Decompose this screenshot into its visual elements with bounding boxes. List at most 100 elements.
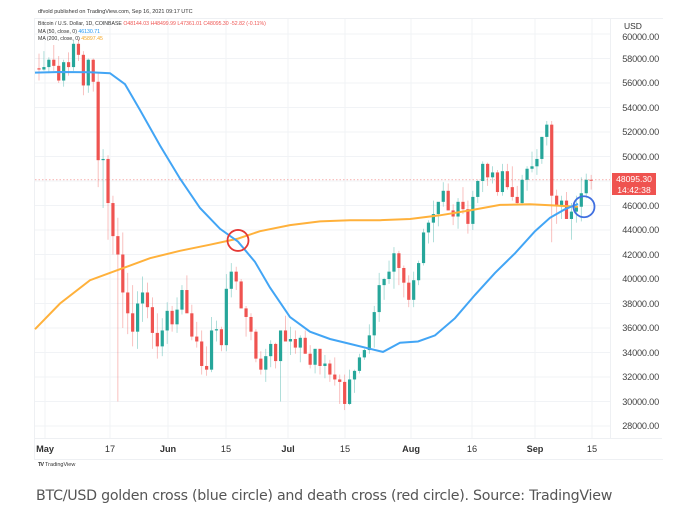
candle-body — [343, 381, 347, 404]
candle-body — [101, 158, 105, 161]
candle-body — [397, 253, 401, 268]
candle-body — [328, 363, 332, 375]
candle-body — [352, 370, 357, 380]
ohlc-low: L47361.01 — [177, 21, 202, 27]
figure-caption: BTC/USD golden cross (blue circle) and d… — [36, 488, 613, 504]
candle-body — [569, 211, 574, 219]
candle-body — [584, 179, 588, 194]
candle-body — [81, 54, 85, 86]
chart-frame — [34, 18, 663, 460]
time-tick-label: Aug — [402, 444, 420, 454]
price-tick-label: 60000.00 — [622, 32, 659, 42]
price-tick-label: 36000.00 — [622, 323, 659, 333]
time-axis[interactable]: May 17 Jun 15 Jul 15 Aug 16 Sep 15 — [34, 438, 662, 459]
ohlc-close: C48095.30 — [203, 21, 229, 27]
price-tick-label: 34000.00 — [622, 347, 659, 358]
time-tick-label: 15 — [339, 444, 351, 454]
time-tick-label: Jun — [159, 444, 177, 454]
candle-body — [185, 290, 189, 314]
time-tick-label: 16 — [466, 444, 478, 454]
price-tick-label: 58000.00 — [622, 53, 659, 64]
ma200-label: MA (200, close, 0) — [38, 36, 80, 43]
tradingview-logo: TV TradingView — [38, 462, 75, 468]
candle-body — [574, 206, 578, 212]
price-tick-label: 42000.00 — [622, 249, 659, 260]
candle-body — [205, 365, 209, 370]
candle-body — [145, 292, 150, 308]
candle-body — [71, 43, 76, 68]
time-tick-label: May — [36, 444, 54, 454]
candle-body — [338, 379, 342, 382]
candle-body — [190, 313, 194, 337]
ma50-value: 46130.71 — [78, 28, 101, 35]
candle-body — [495, 172, 500, 193]
price-tick-label: 56000.00 — [622, 78, 659, 88]
candle-body — [264, 356, 268, 370]
candle-body — [214, 329, 219, 331]
candle-body — [234, 271, 238, 282]
candle-body — [589, 179, 593, 181]
time-tick-label: Sep — [526, 444, 544, 454]
published-byline: dfvold published on TradingView.com, Sep… — [38, 9, 193, 15]
candle-body — [274, 343, 278, 362]
tv-logo-icon: TV — [38, 462, 44, 468]
ma200-value: 45897.45 — [81, 36, 103, 43]
legend-symbol-row: Bitcoin / U.S. Dollar, 1D, COINBASE O481… — [38, 21, 266, 29]
legend-ma50-row: MA (50, close, 0) 46130.71 — [38, 29, 266, 37]
candle-body — [525, 168, 529, 180]
candle-body — [254, 331, 258, 359]
ma200-line — [34, 203, 579, 330]
candle-body — [456, 201, 460, 217]
candle-body — [111, 203, 115, 237]
candle-body — [303, 337, 307, 354]
candle-body — [555, 195, 559, 206]
candle-body — [42, 67, 46, 70]
candle-body — [200, 341, 204, 366]
price-change: -52.82 (-0.11%) — [230, 21, 266, 27]
candle-body — [372, 312, 376, 336]
candle-body — [180, 290, 184, 310]
candle-body — [505, 171, 509, 188]
ohlc-high: H48499.99 — [150, 21, 176, 27]
candle-body — [535, 158, 539, 167]
candle-body — [224, 288, 228, 346]
candle-body — [259, 358, 263, 370]
price-axis[interactable]: 60000.00 58000.00 56000.00 54000.00 52000.00… — [610, 18, 663, 438]
price-tick-label: 44000.00 — [622, 225, 659, 235]
candle-body — [278, 330, 283, 362]
candle-body — [323, 363, 327, 366]
candle-body — [530, 166, 534, 169]
price-tick-label: 28000.00 — [622, 421, 659, 431]
candle-body — [387, 271, 391, 279]
candle-body — [461, 201, 465, 210]
candle-body — [347, 379, 352, 404]
candle-body — [121, 254, 125, 293]
ma50-line — [34, 70, 579, 353]
candle-body — [249, 316, 253, 332]
death-cross-circle — [226, 229, 250, 252]
time-tick-label: 15 — [586, 444, 598, 454]
candle-body — [150, 307, 154, 333]
chart-legend: Bitcoin / U.S. Dollar, 1D, COINBASE O481… — [38, 21, 266, 44]
candle-body — [417, 263, 421, 281]
price-tick-label: 32000.00 — [622, 372, 659, 382]
candle-body — [318, 348, 322, 366]
candle-body — [446, 190, 450, 211]
candle-body — [426, 222, 431, 233]
ma50-label: MA (50, close, 0) — [38, 28, 77, 35]
candle-body — [402, 267, 406, 283]
candle-body — [239, 281, 243, 309]
candle-body — [421, 232, 426, 264]
candle-body — [209, 330, 214, 370]
candle-body — [520, 179, 524, 204]
candle-body — [308, 353, 312, 365]
candle-body — [431, 214, 435, 223]
branding-text: TradingView — [45, 462, 76, 468]
candle-body — [550, 124, 554, 196]
candle-body — [229, 271, 233, 289]
golden-cross-circle — [572, 195, 596, 219]
candle-body — [407, 282, 411, 300]
price-tick-label: 54000.00 — [622, 102, 659, 113]
candle-body — [441, 190, 445, 202]
